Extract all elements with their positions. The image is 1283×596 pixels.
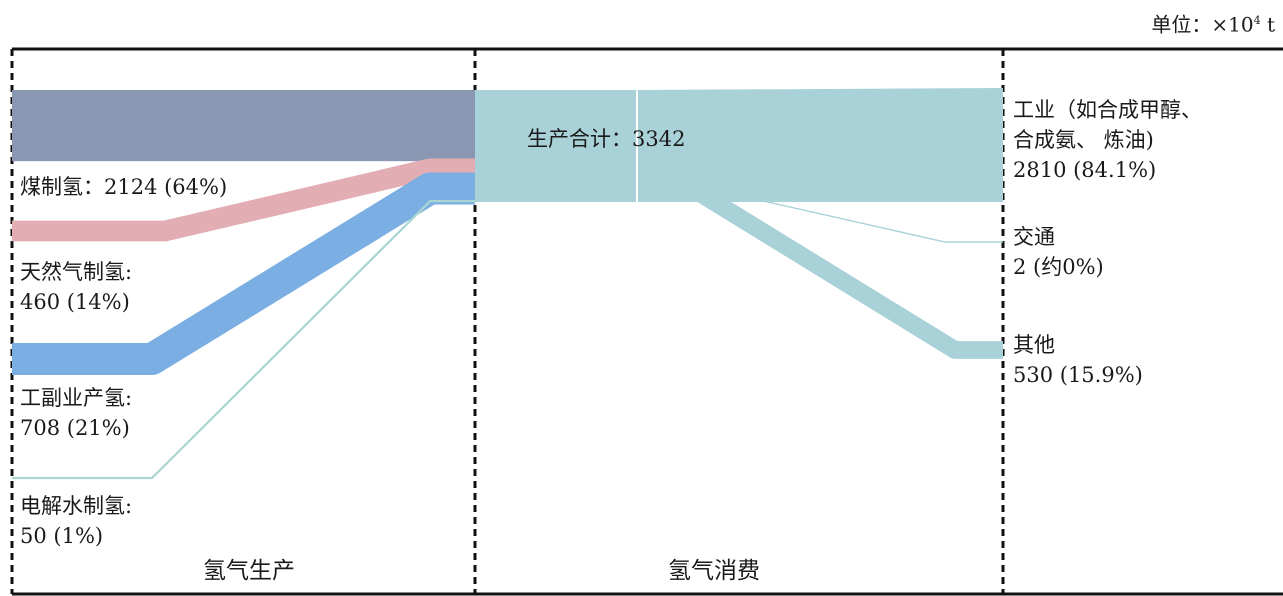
flow-source-3 <box>12 172 475 376</box>
source-label-coal: 煤制氢：2124 (64%) <box>20 175 228 199</box>
source-label-natural-gas: 天然气制氢: 460 (14%) <box>20 260 133 314</box>
total-label: 生产合计：3342 <box>527 127 686 151</box>
flow-industry <box>637 88 1003 185</box>
section-title-consumption: 氢气消费 <box>668 558 760 584</box>
use-label-transport: 交通 2 (约0%) <box>1013 225 1104 279</box>
source-label-electrolysis: 电解水制氢: 50 (1%) <box>20 494 133 548</box>
use-label-industry: 工业（如合成甲醇、 合成氨、 炼油) 2810 (84.1%) <box>1013 98 1202 182</box>
flow-other <box>685 179 1003 359</box>
flow-source-4 <box>12 200 475 480</box>
flow-source-2 <box>12 158 475 242</box>
unit-label: 单位：×104 t <box>1151 12 1275 37</box>
flow-transport <box>679 181 1003 243</box>
section-title-production: 氢气生产 <box>203 558 295 584</box>
flow-coal <box>12 90 475 162</box>
source-label-industrial-byproduct: 工副业产氢: 708 (21%) <box>20 386 133 440</box>
use-label-other: 其他 530 (15.9%) <box>1013 333 1143 387</box>
